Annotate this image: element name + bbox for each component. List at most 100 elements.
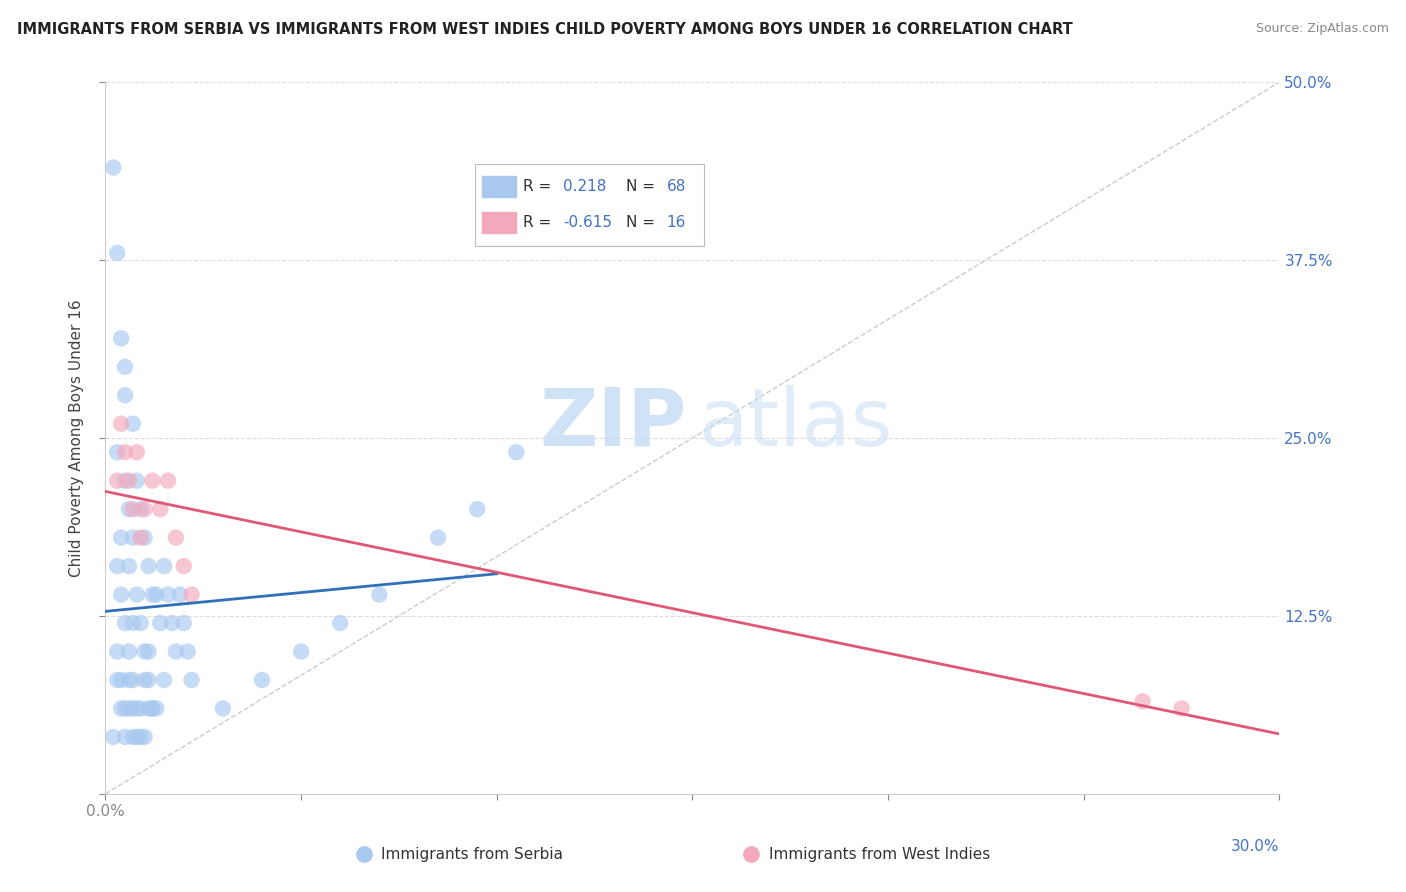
Point (105, 445, 128, 459)
Y-axis label: Child Poverty Among Boys Under 16: Child Poverty Among Boys Under 16 (69, 299, 84, 577)
FancyBboxPatch shape (482, 177, 516, 197)
Text: N =: N = (626, 179, 659, 194)
Text: -0.615: -0.615 (564, 215, 613, 230)
Point (129, 730, 152, 744)
Point (173, 559, 195, 574)
Point (134, 531, 156, 545)
Point (114, 388, 136, 402)
Text: R =: R = (523, 215, 557, 230)
Text: atlas: atlas (699, 384, 893, 463)
Point (211, 701, 233, 715)
Point (118, 559, 141, 574)
Point (138, 701, 160, 715)
Point (329, 615, 352, 630)
Point (368, 588, 391, 602)
Point (110, 673, 132, 687)
Point (121, 701, 143, 715)
Point (505, 445, 527, 459)
Point (114, 730, 136, 744)
Point (141, 588, 163, 602)
Point (114, 615, 136, 630)
Text: N =: N = (626, 215, 659, 230)
Point (250, 673, 273, 687)
Point (110, 417, 132, 431)
Point (180, 588, 202, 602)
Point (1132, 694, 1154, 708)
Point (129, 502, 152, 516)
Point (145, 588, 167, 602)
Point (125, 588, 148, 602)
Point (114, 359, 136, 374)
Point (110, 588, 132, 602)
Text: IMMIGRANTS FROM SERBIA VS IMMIGRANTS FROM WEST INDIES CHILD POVERTY AMONG BOYS U: IMMIGRANTS FROM SERBIA VS IMMIGRANTS FRO… (17, 22, 1073, 37)
Point (165, 644, 187, 658)
Text: 68: 68 (666, 179, 686, 194)
Point (169, 588, 191, 602)
Point (103, 161, 125, 175)
Point (103, 730, 125, 744)
Point (160, 615, 183, 630)
Point (129, 701, 152, 715)
Point (114, 701, 136, 715)
Point (118, 644, 141, 658)
Point (290, 644, 312, 658)
Point (105, 644, 128, 658)
Point (176, 644, 198, 658)
Point (105, 559, 128, 574)
Point (157, 474, 180, 488)
FancyBboxPatch shape (482, 212, 516, 233)
Point (149, 615, 172, 630)
Point (427, 531, 450, 545)
Point (105, 673, 128, 687)
Point (129, 615, 152, 630)
Point (153, 673, 176, 687)
Point (114, 445, 136, 459)
Text: 30.0%: 30.0% (1232, 839, 1279, 855)
Point (141, 474, 163, 488)
Point (121, 531, 143, 545)
Point (138, 644, 160, 658)
Point (114, 474, 136, 488)
Point (118, 502, 141, 516)
Point (173, 615, 195, 630)
Point (105, 246, 128, 260)
Text: R =: R = (523, 179, 557, 194)
Point (141, 701, 163, 715)
Point (110, 701, 132, 715)
Point (121, 673, 143, 687)
Point (110, 331, 132, 345)
Point (138, 673, 160, 687)
Point (134, 502, 156, 516)
Point (465, 502, 488, 516)
Text: ZIP: ZIP (540, 384, 686, 463)
Point (134, 644, 156, 658)
Point (118, 474, 141, 488)
Point (125, 701, 148, 715)
Point (165, 531, 187, 545)
Point (125, 474, 148, 488)
Point (125, 445, 148, 459)
Point (118, 673, 141, 687)
Text: 16: 16 (666, 215, 686, 230)
Point (121, 417, 143, 431)
Point (110, 531, 132, 545)
Point (180, 673, 202, 687)
Point (134, 673, 156, 687)
Text: Immigrants from West Indies: Immigrants from West Indies (769, 847, 990, 862)
Point (134, 730, 156, 744)
Point (138, 559, 160, 574)
Point (141, 701, 163, 715)
Point (105, 474, 128, 488)
Point (121, 615, 143, 630)
Point (1170, 701, 1192, 715)
Point (149, 502, 172, 516)
Point (121, 730, 143, 744)
Text: Immigrants from Serbia: Immigrants from Serbia (381, 847, 564, 862)
Point (118, 701, 141, 715)
Point (129, 531, 152, 545)
Text: 0.218: 0.218 (564, 179, 606, 194)
Point (125, 730, 148, 744)
Point (121, 502, 143, 516)
Point (145, 701, 167, 715)
Point (153, 559, 176, 574)
